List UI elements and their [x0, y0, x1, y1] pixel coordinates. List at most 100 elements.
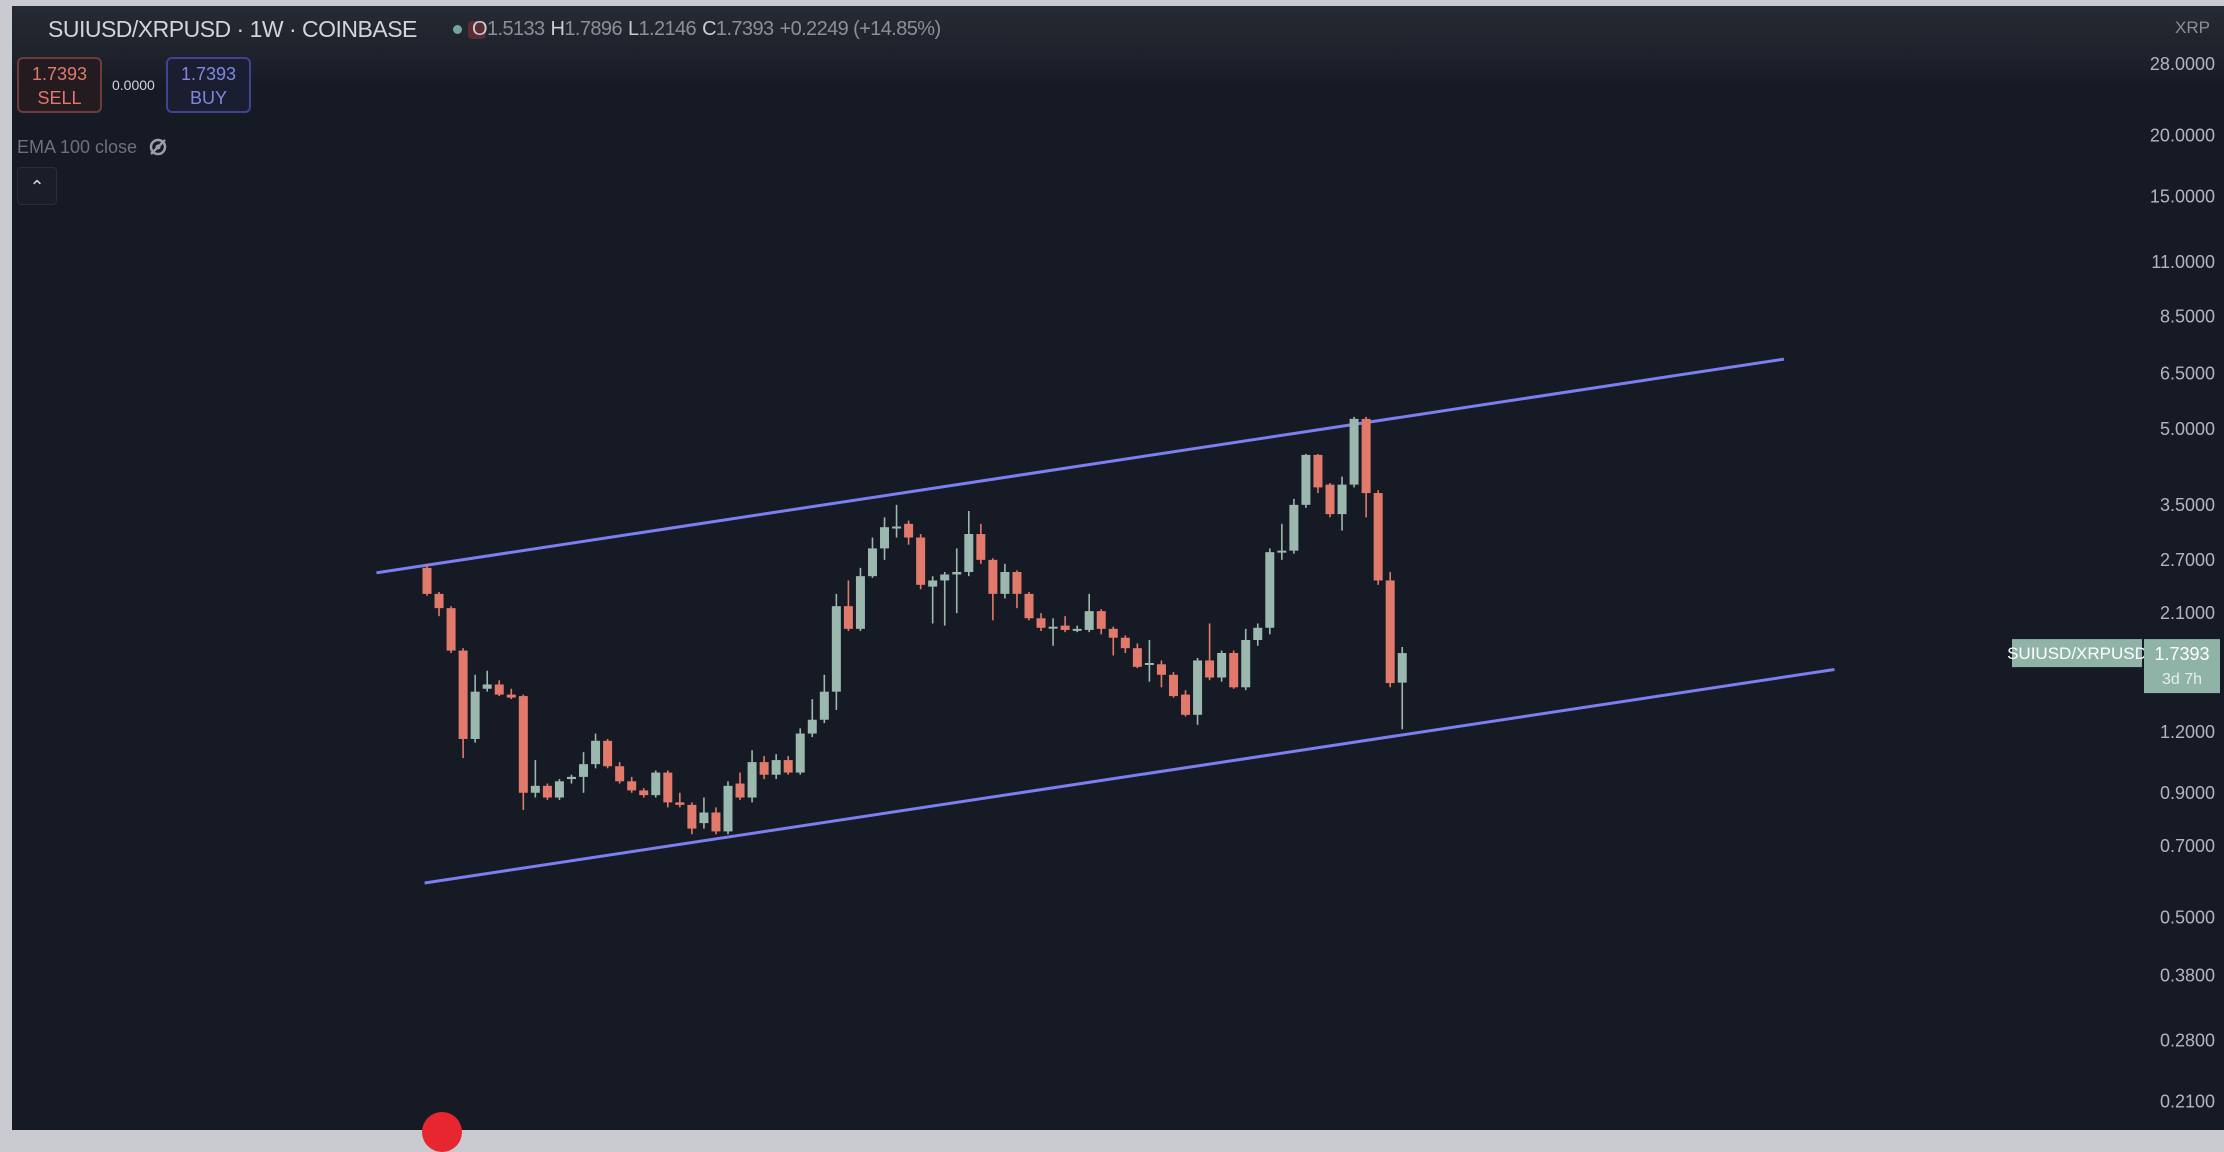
symbol-title[interactable]: SUIUSD/XRPUSD · 1W · COINBASE [48, 16, 486, 43]
candle-body [1000, 571, 1010, 594]
axis-currency-label[interactable]: XRP [2175, 18, 2210, 37]
candle [591, 733, 601, 769]
candle [482, 670, 492, 692]
candle [1217, 650, 1227, 682]
candle [1337, 476, 1347, 531]
candle-body [1084, 611, 1094, 630]
candle [699, 797, 709, 829]
candle [843, 580, 853, 632]
candle [518, 694, 528, 810]
candle-body [651, 772, 661, 796]
market-open-status-icon [452, 25, 462, 34]
candle [819, 674, 829, 724]
candle [470, 674, 480, 743]
price-chart[interactable]: 28.0000 20.0000 15.0000 11.0000 8.5000 6.5000… [12, 6, 2224, 1130]
open-label: O [472, 18, 488, 40]
candle [1084, 593, 1094, 633]
candle-body [867, 548, 877, 577]
candle [687, 802, 697, 835]
price-tick-label: 28.0000 [2150, 54, 2215, 74]
buy-label: BUY [189, 88, 227, 108]
high-value: 1.7896 [564, 18, 622, 40]
candle-body [988, 559, 998, 594]
candle [1181, 690, 1191, 717]
candle [554, 779, 564, 800]
candle-body [771, 760, 781, 775]
buy-button[interactable]: 1.7393 BUY [166, 57, 251, 113]
chevron-up-icon: ⌃ [29, 177, 45, 197]
candle [1048, 618, 1058, 646]
price-tick-label: 0.3800 [2160, 966, 2215, 986]
candle [1024, 592, 1034, 621]
candle [1361, 416, 1371, 518]
chart-header [12, 6, 2224, 86]
candle-body [1385, 580, 1395, 684]
candle [759, 756, 769, 780]
candle-body [1313, 454, 1323, 488]
price-tick-label: 0.7000 [2160, 836, 2215, 856]
candle [1132, 643, 1142, 669]
price-tick-label: 8.5000 [2160, 307, 2215, 327]
candle [506, 688, 516, 700]
candle-body [494, 684, 504, 695]
candle [988, 558, 998, 621]
candle-body [1108, 628, 1118, 638]
symbol-price-label: SUIUSD/XRPUSD [2007, 644, 2147, 663]
indicator-ema[interactable]: EMA 100 close [17, 136, 169, 158]
candle [1325, 482, 1335, 518]
price-tick-label: 1.2000 [2160, 722, 2215, 742]
candle [1397, 647, 1407, 730]
candle [579, 752, 589, 793]
eye-hidden-icon[interactable] [147, 136, 169, 158]
candle-body [711, 812, 721, 832]
candle-body [952, 571, 962, 575]
candle-body [1337, 484, 1347, 515]
candle-body [1397, 653, 1407, 683]
candle-body [1205, 660, 1215, 678]
price-tick-label: 3.5000 [2160, 495, 2215, 515]
candle-body [554, 781, 564, 798]
low-label: L [627, 18, 639, 40]
chart-window: 28.0000 20.0000 15.0000 11.0000 8.5000 6.5000… [12, 6, 2224, 1130]
candle [1108, 626, 1118, 656]
candle [494, 680, 504, 697]
change-value: +0.2249 (+14.85%) [779, 18, 942, 40]
candle [1156, 660, 1166, 688]
last-price-box [2144, 639, 2220, 694]
candle-body [807, 719, 817, 734]
sell-button[interactable]: 1.7393 SELL [17, 57, 102, 113]
price-tick-label: 6.5000 [2160, 364, 2215, 384]
candle-body [880, 527, 890, 549]
collapse-legend-button[interactable]: ⌃ [17, 167, 57, 205]
candle-body [735, 783, 745, 798]
candle-body [1048, 626, 1058, 629]
candle-body [1012, 571, 1022, 594]
candle [1205, 623, 1215, 681]
candle [711, 807, 721, 835]
candle-body [1253, 627, 1263, 641]
candle [1301, 453, 1311, 508]
candle-body [482, 684, 492, 689]
candle-body [1193, 660, 1203, 715]
candle-body [892, 526, 902, 529]
open-value: 1.5133 [486, 18, 545, 40]
price-tick-label: 20.0000 [2150, 125, 2215, 145]
candle [675, 792, 685, 808]
candle-body [904, 523, 914, 538]
candle [1193, 657, 1203, 725]
candle [434, 592, 444, 617]
candle-body [1096, 611, 1106, 629]
candle [1253, 623, 1263, 646]
candle-body [591, 740, 601, 765]
candle-body [458, 650, 468, 739]
candle [892, 504, 902, 538]
candle [1241, 628, 1251, 691]
low-value: 1.2146 [638, 18, 697, 40]
candle-body [723, 785, 733, 832]
price-tick-label: 2.7000 [2160, 550, 2215, 570]
candle [1096, 609, 1106, 635]
candle-body [1265, 552, 1275, 628]
price-tick-label: 2.1000 [2160, 603, 2215, 623]
candle-body [639, 790, 649, 796]
candle [1373, 490, 1383, 585]
